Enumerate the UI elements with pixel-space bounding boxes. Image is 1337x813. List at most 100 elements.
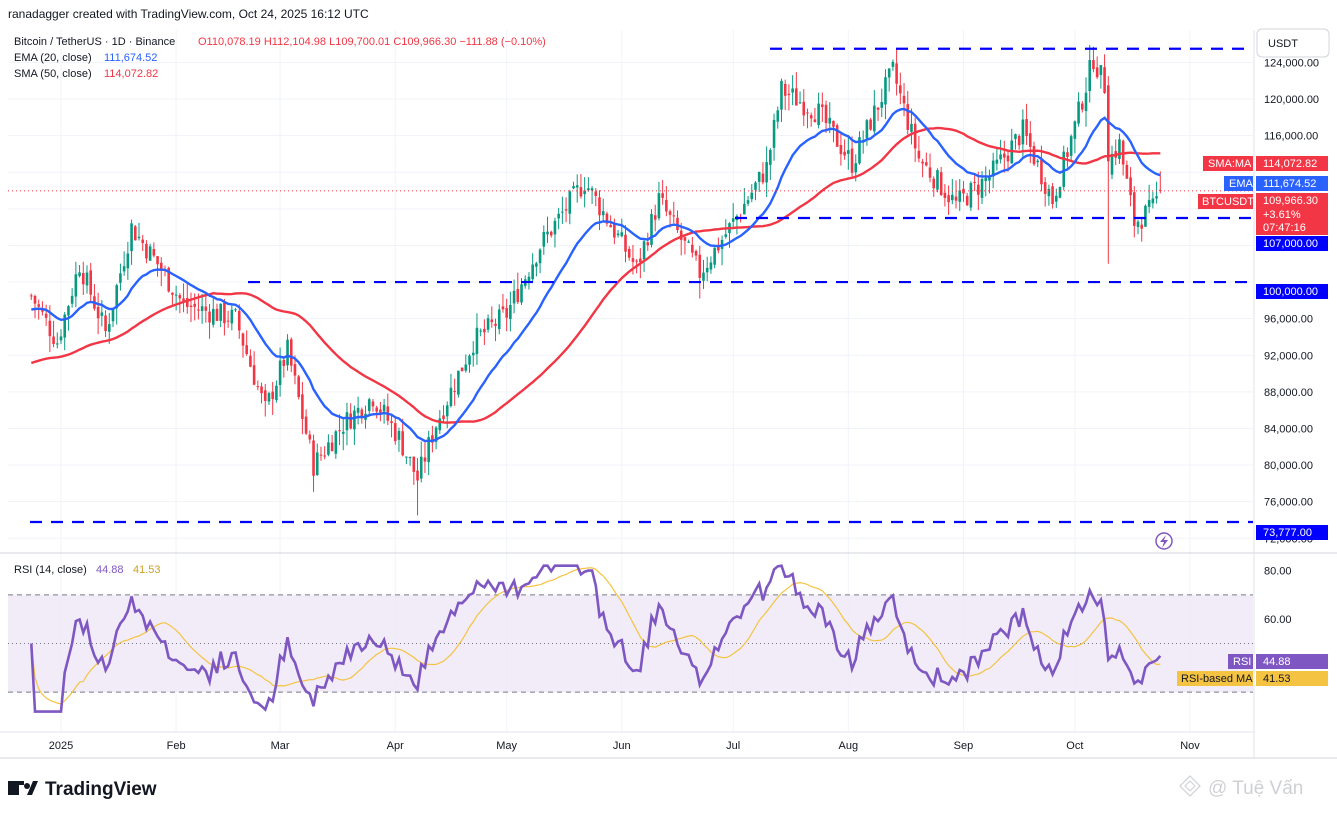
time-tick-label: Mar xyxy=(271,740,290,752)
candle-body xyxy=(1103,67,1106,93)
candle-body xyxy=(902,95,906,104)
candle-body xyxy=(100,312,104,316)
candle-body xyxy=(416,470,419,481)
candle-body xyxy=(910,123,913,132)
rsi-tag-label: RSI xyxy=(1233,656,1251,668)
candle-body xyxy=(813,119,817,123)
candle-body xyxy=(1047,188,1051,197)
candle-body xyxy=(81,272,85,285)
candle-body xyxy=(185,298,189,307)
candle-body xyxy=(895,63,898,84)
candle-body xyxy=(1058,187,1062,198)
candle-body xyxy=(390,421,393,424)
candle-body xyxy=(802,101,806,116)
rsi-ma-tag: RSI-based MA 41.53 xyxy=(1177,671,1328,686)
candle-body xyxy=(55,343,59,345)
candle-body xyxy=(757,172,761,182)
candle-body xyxy=(1136,221,1140,227)
candle-body xyxy=(776,110,780,122)
watermark: @ Tuệ Vấn xyxy=(1179,775,1303,799)
candle-body xyxy=(906,104,910,130)
candle-body xyxy=(936,170,939,190)
candle-body xyxy=(731,218,735,222)
candle-body xyxy=(204,306,208,311)
candle-body xyxy=(1118,139,1121,159)
candle-body xyxy=(479,330,482,332)
sma-tag-label: SMA:MA xyxy=(1208,158,1252,170)
candle-body xyxy=(705,267,709,273)
candle-body xyxy=(289,339,293,366)
candle-body xyxy=(408,456,412,458)
candle-body xyxy=(572,186,575,189)
candle-body xyxy=(724,234,728,237)
candle-body xyxy=(917,150,921,159)
ema-legend-value: 111,674.52 xyxy=(104,52,157,64)
candle-body xyxy=(542,232,546,247)
rsi-band xyxy=(8,594,1253,693)
price-tick-label: 88,000.00 xyxy=(1264,387,1313,399)
candle-body xyxy=(601,211,605,216)
alert-bolt-icon[interactable] xyxy=(1155,532,1173,550)
price-tick-label: 80,000.00 xyxy=(1264,460,1313,472)
candle-body xyxy=(605,213,609,224)
candle-body xyxy=(223,302,226,324)
candle-body xyxy=(1066,152,1069,157)
candle-body xyxy=(293,364,297,376)
candle-body xyxy=(549,231,553,236)
horizontal-levels xyxy=(30,47,1253,524)
ema-tag: EMA 111,674.52 xyxy=(1224,176,1328,191)
candle-body xyxy=(419,456,423,479)
currency-button[interactable] xyxy=(1256,28,1330,58)
candle-body xyxy=(980,179,984,198)
candle-body xyxy=(962,188,965,194)
rsi-tag: RSI 44.88 xyxy=(1228,654,1328,669)
candle-body xyxy=(1055,195,1058,202)
candle-body xyxy=(434,427,438,442)
candle-body xyxy=(122,266,126,272)
rsi-band-fill xyxy=(8,594,1253,693)
candle-body xyxy=(561,211,564,213)
candle-body xyxy=(806,112,809,114)
candle-body xyxy=(750,192,754,200)
candle-body xyxy=(679,230,683,240)
candle-body xyxy=(107,324,111,332)
candle-body xyxy=(63,314,67,338)
candle-body xyxy=(887,68,891,78)
candle-body xyxy=(650,213,653,245)
candle-body xyxy=(308,434,312,440)
price-tick-label: 92,000.00 xyxy=(1264,350,1313,362)
candle-body xyxy=(1110,153,1114,175)
candle-body xyxy=(371,401,375,407)
candle-body xyxy=(70,295,74,304)
candle-body xyxy=(880,101,884,108)
price-tag-countdown: 07:47:16 xyxy=(1263,222,1306,234)
candle-body xyxy=(89,270,93,295)
candle-body xyxy=(765,162,768,183)
candle-body xyxy=(315,452,319,476)
rsi-legend-name: RSI (14, close) xyxy=(14,564,87,576)
price-axis: 124,000.00120,000.00116,000.00104,000.00… xyxy=(1264,57,1319,545)
candle-body xyxy=(613,224,616,238)
candle-body xyxy=(237,310,241,331)
candle-body xyxy=(624,234,627,252)
candle-body xyxy=(839,145,843,155)
candle-body xyxy=(1077,101,1080,124)
rsi-tag-value: 44.88 xyxy=(1263,656,1291,668)
candle-body xyxy=(356,407,360,413)
candle-body xyxy=(783,83,787,96)
candle-body xyxy=(913,123,917,149)
candle-body xyxy=(535,263,538,267)
candle-body xyxy=(367,399,371,412)
candle-body xyxy=(743,203,746,215)
candle-body xyxy=(553,220,557,235)
candle-body xyxy=(241,333,245,346)
candle-body xyxy=(1151,198,1155,204)
candle-body xyxy=(471,352,475,356)
candle-body xyxy=(635,260,638,262)
candle-body xyxy=(267,393,271,402)
level-107k-value: 107,000.00 xyxy=(1263,238,1318,250)
candle-body xyxy=(1021,119,1025,145)
candle-body xyxy=(991,160,995,177)
candle-body xyxy=(672,215,676,217)
candle-body xyxy=(405,456,408,458)
